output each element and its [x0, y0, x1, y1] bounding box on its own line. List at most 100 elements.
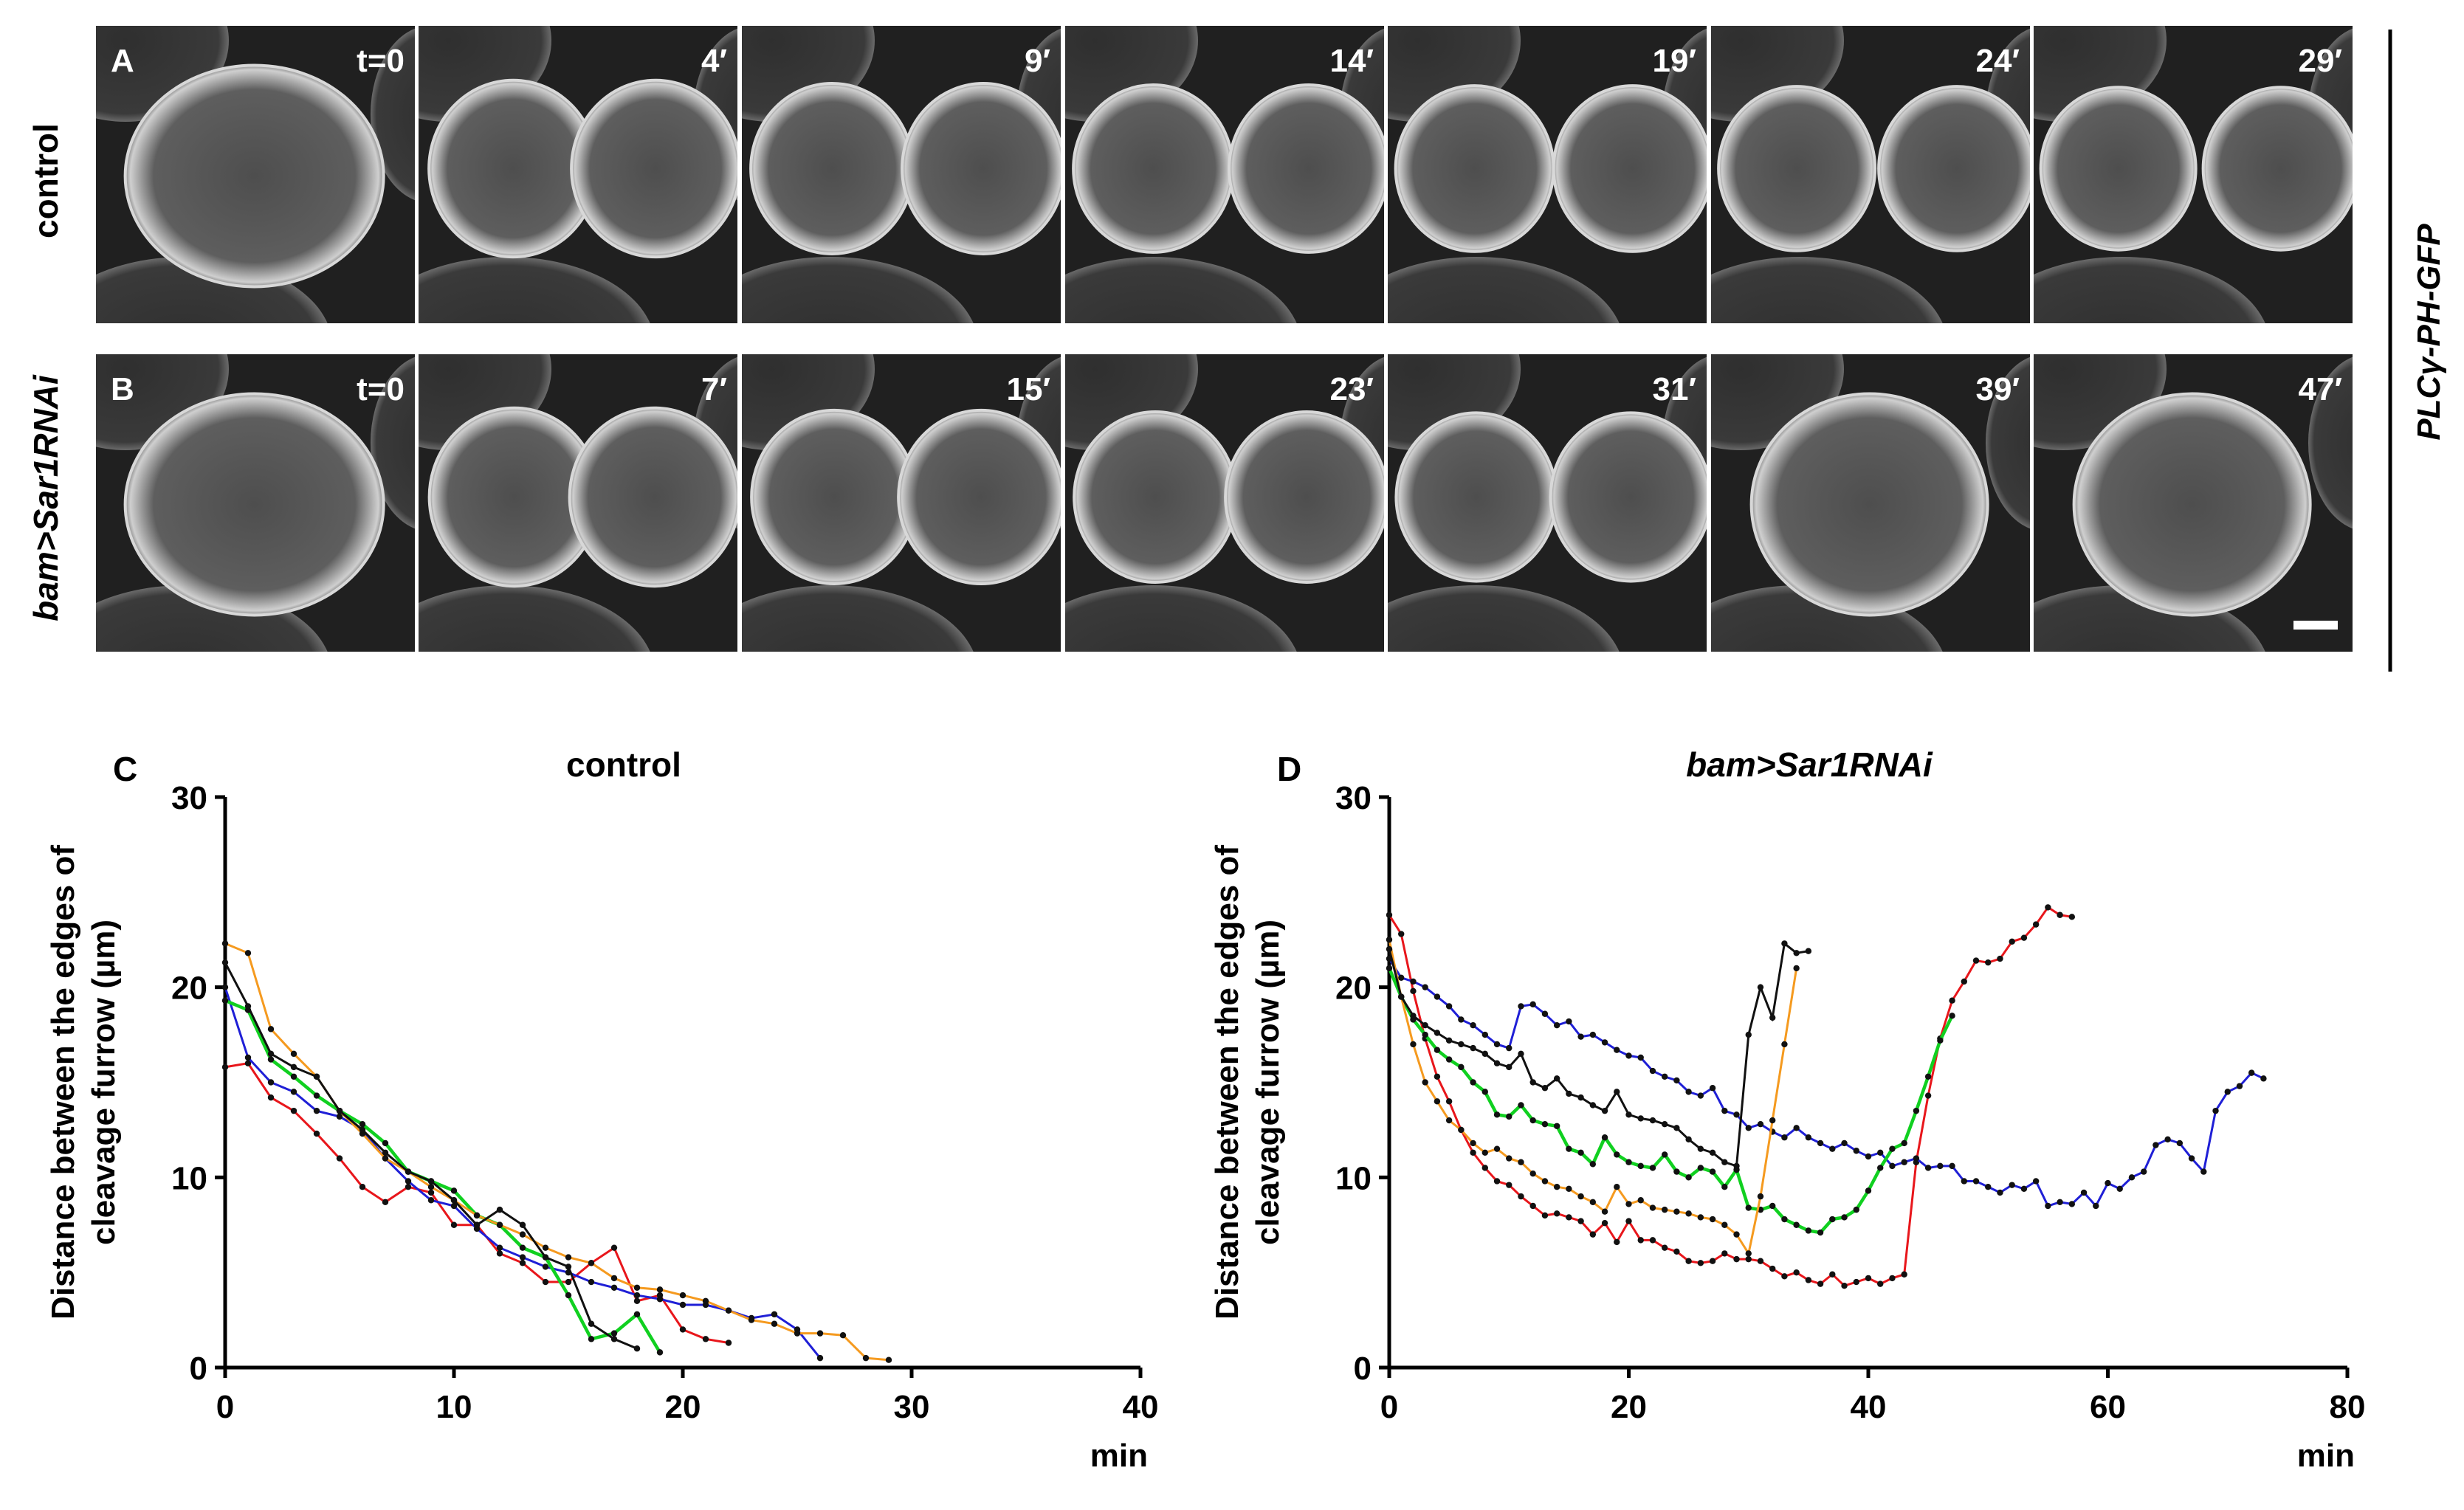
data-point [1482, 1089, 1489, 1095]
data-point [1506, 1063, 1513, 1071]
data-point [862, 1354, 870, 1362]
daughter-cell [2039, 86, 2198, 252]
data-point [267, 1056, 275, 1063]
time-stamp-label: 47′ [2299, 371, 2343, 407]
data-point [1781, 1273, 1788, 1280]
y-tick-label: 30 [171, 780, 207, 816]
data-point [633, 1292, 641, 1299]
data-point [1829, 1145, 1836, 1152]
data-point [542, 1263, 549, 1270]
data-point [313, 1092, 320, 1099]
data-point [1745, 1255, 1752, 1263]
data-point [2164, 1136, 2171, 1143]
data-point [1434, 993, 1441, 1000]
time-stamp-label: 14′ [1330, 43, 1374, 79]
data-point [450, 1202, 458, 1210]
data-point [1972, 1178, 1980, 1185]
data-point [771, 1311, 778, 1318]
neighbor-cell [419, 585, 650, 652]
data-point [1434, 1073, 1441, 1080]
data-point [1805, 1134, 1812, 1141]
data-point [1541, 1178, 1549, 1185]
time-stamp-label: 7′ [701, 371, 727, 407]
data-point [1733, 1231, 1740, 1238]
data-point [1901, 1159, 1907, 1165]
neighbor-cell [1711, 257, 1943, 323]
y-tick-label: 20 [1335, 971, 1372, 1007]
data-point [1601, 1039, 1608, 1046]
data-point [1685, 1089, 1692, 1095]
data-point [1625, 1159, 1632, 1165]
micrograph-panel: 19′ [1388, 26, 1707, 323]
data-point [1541, 1010, 1549, 1017]
data-point [427, 1178, 435, 1185]
data-point [1458, 1016, 1465, 1023]
data-point [1601, 1134, 1608, 1141]
data-point [2128, 1174, 2136, 1181]
data-point [1458, 1063, 1465, 1071]
data-point [1637, 1115, 1644, 1122]
data-point [1769, 1014, 1776, 1021]
neighbor-cell [1065, 257, 1297, 323]
micrograph-panel: 47′ [2034, 354, 2353, 652]
data-point [244, 1060, 252, 1066]
data-point [1769, 1265, 1776, 1272]
data-point [1518, 1193, 1524, 1200]
data-point [359, 1126, 366, 1134]
data-point [1649, 1237, 1656, 1244]
data-point [610, 1275, 618, 1282]
data-point [267, 1079, 275, 1086]
data-point [1889, 1162, 1896, 1170]
data-point [565, 1254, 572, 1261]
data-point [1614, 1238, 1620, 1246]
data-point [1482, 1165, 1489, 1171]
micrograph-grid: t=0 A 4′ 9′ 14′ 19′ 24′ 29′ t=0 B 7′ 15′ 23′ 31′ 39′ 47… [96, 26, 2353, 652]
data-point [1445, 1056, 1453, 1063]
data-point [519, 1221, 526, 1228]
daughter-cell [750, 408, 919, 586]
micrograph-panel: t=0 A [96, 26, 415, 323]
data-point [1733, 1255, 1740, 1263]
data-point [1673, 1125, 1680, 1131]
data-point [1649, 1165, 1656, 1171]
data-point [336, 1113, 343, 1120]
data-point [1422, 1022, 1428, 1029]
data-point [1601, 1219, 1608, 1227]
y-axis-label: Distance between the edges of [1209, 845, 1245, 1320]
data-point [336, 1107, 343, 1114]
data-point [1529, 1202, 1536, 1210]
x-axis-label: min [2297, 1438, 2355, 1474]
x-tick-label: 20 [665, 1389, 701, 1425]
data-point [313, 1107, 320, 1114]
y-tick-label: 10 [171, 1160, 207, 1196]
data-point [1709, 1216, 1716, 1223]
data-point [1445, 1003, 1453, 1010]
micrograph-panel: 15′ [742, 354, 1061, 652]
data-point [1793, 950, 1800, 956]
chart-title: control [566, 745, 681, 784]
data-point [359, 1120, 366, 1128]
daughter-cell [1072, 83, 1235, 254]
data-point [1961, 978, 1967, 985]
data-point [748, 1317, 755, 1323]
data-point [1637, 1162, 1644, 1170]
data-point [1625, 1111, 1632, 1118]
data-point [1566, 1185, 1572, 1192]
micrograph-panel: 31′ [1388, 354, 1707, 652]
data-point [1853, 1278, 1859, 1286]
data-point [1493, 1060, 1501, 1066]
data-point [1769, 1202, 1776, 1210]
data-point [1553, 1075, 1560, 1082]
data-point [839, 1331, 847, 1339]
data-point [1434, 1047, 1441, 1053]
series-line-blue [224, 987, 822, 1359]
data-point [1470, 1022, 1476, 1029]
data-point [1841, 1214, 1848, 1221]
x-tick-label: 0 [1380, 1389, 1398, 1425]
dividing-cell [2072, 392, 2312, 617]
data-point [1924, 1092, 1932, 1099]
data-point [1386, 965, 1393, 972]
data-point [816, 1354, 824, 1362]
data-point [1386, 937, 1393, 943]
data-point [656, 1349, 664, 1356]
